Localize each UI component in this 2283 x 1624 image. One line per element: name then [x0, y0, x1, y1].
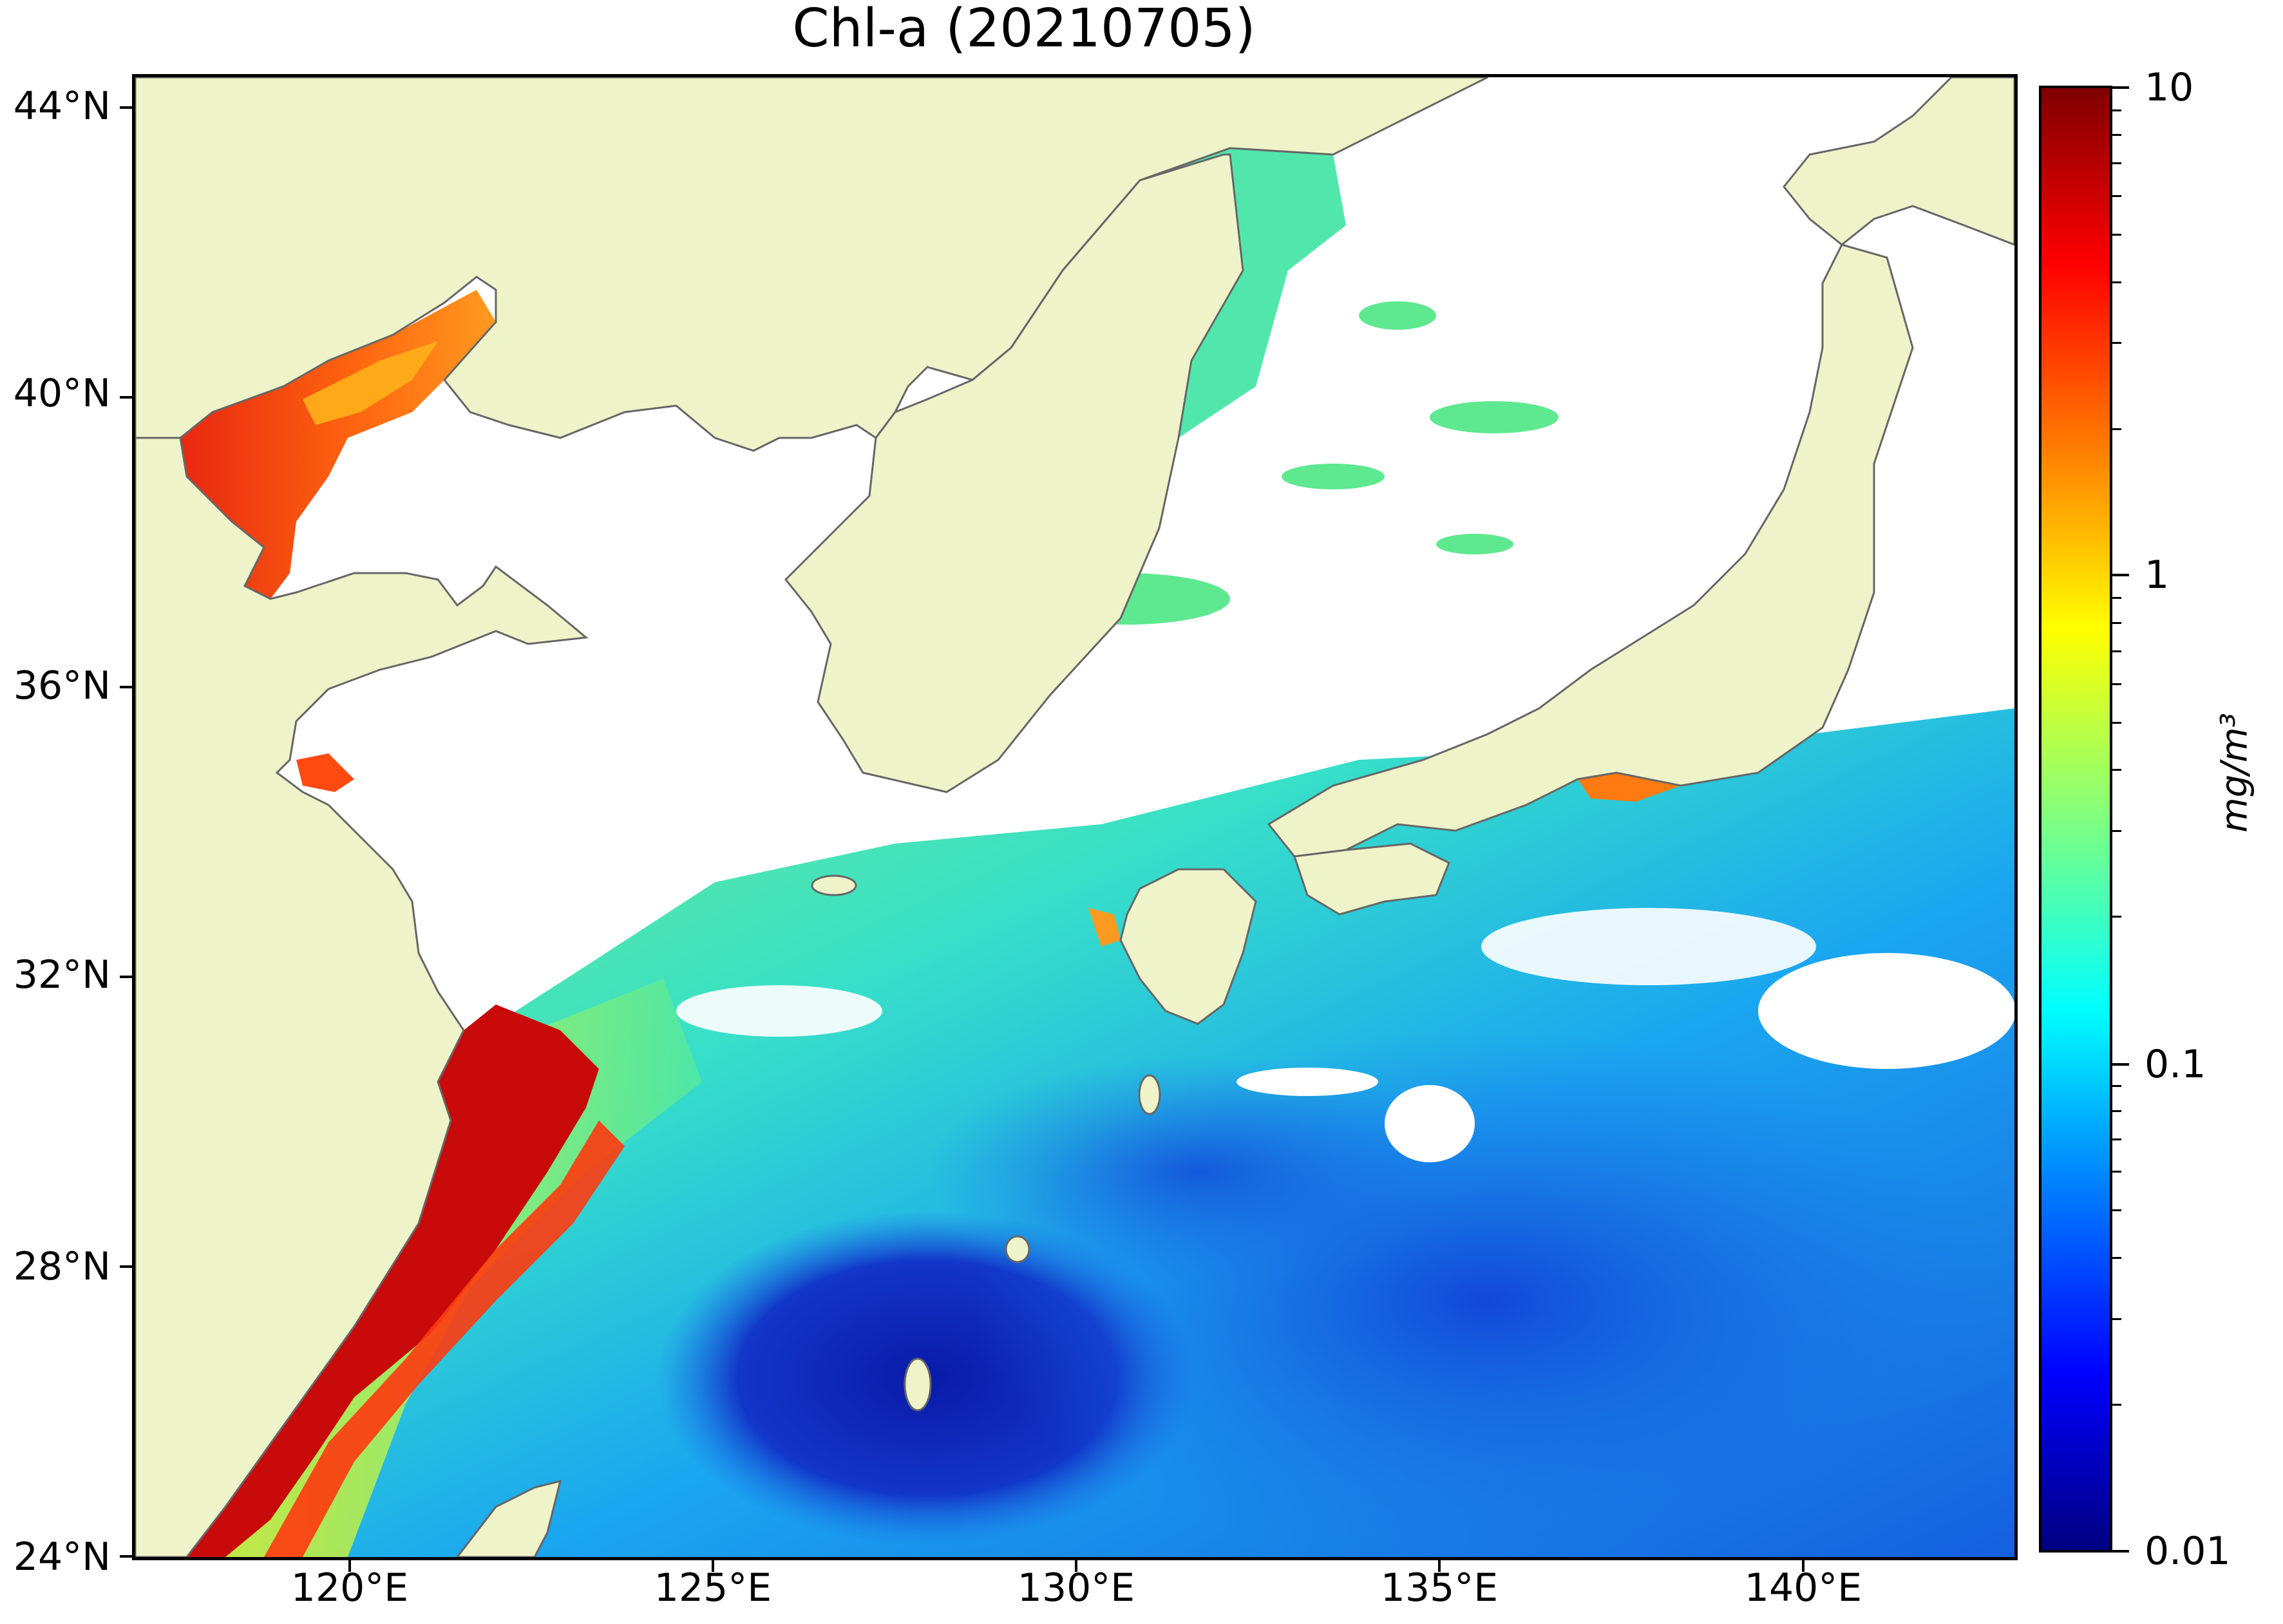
lon-label-125: 125°E — [654, 1565, 772, 1610]
colorbar-minor-tick — [2112, 1138, 2121, 1140]
colorbar-minor-tick — [2112, 829, 2121, 832]
land-korea — [784, 153, 1244, 793]
lat-tick-44 — [120, 106, 132, 109]
colorbar-minor-tick — [2112, 1109, 2121, 1112]
lat-tick-32 — [120, 976, 132, 978]
colorbar-minor-tick — [2112, 597, 2121, 600]
colorbar-minor-tick — [2112, 1403, 2121, 1406]
colorbar-unit-label: mg/m³ — [2213, 713, 2256, 833]
land-kyushu — [1119, 868, 1257, 1025]
lat-label-36: 36°N — [13, 663, 111, 708]
cloud-patch — [1236, 1068, 1378, 1096]
colorbar-minor-tick — [2112, 342, 2121, 345]
land-shikoku — [1293, 842, 1450, 916]
colorbar-tick-10 — [2112, 86, 2129, 89]
lon-label-140: 140°E — [1744, 1565, 1862, 1610]
colorbar-minor-tick — [2112, 650, 2121, 653]
colorbar-label-0.1: 0.1 — [2145, 1042, 2206, 1087]
lat-label-28: 28°N — [13, 1244, 111, 1289]
colorbar-minor-tick — [2112, 622, 2121, 625]
shandong-red-patch — [296, 753, 354, 792]
colorbar-minor-tick — [2112, 1256, 2121, 1259]
lat-label-32: 32°N — [13, 952, 111, 997]
colorbar-minor-tick — [2112, 234, 2121, 236]
colorbar-minor-tick — [2112, 1209, 2121, 1212]
lon-label-135: 135°E — [1380, 1565, 1499, 1610]
lon-label-120: 120°E — [290, 1565, 409, 1610]
lon-tick-120 — [348, 1560, 351, 1572]
chl-patch — [1436, 534, 1513, 554]
lat-label-44: 44°N — [13, 84, 111, 129]
lon-tick-140 — [1802, 1560, 1805, 1572]
colorbar-minor-tick — [2112, 428, 2121, 430]
colorbar-minor-tick — [2112, 109, 2121, 111]
lon-tick-135 — [1438, 1560, 1441, 1572]
land-layer — [135, 77, 2014, 1557]
cloud-patch — [1758, 953, 2014, 1069]
lat-tick-28 — [120, 1265, 132, 1268]
lat-label-24: 24°N — [13, 1534, 111, 1580]
colorbar-minor-tick — [2112, 162, 2121, 165]
lon-tick-125 — [712, 1560, 714, 1572]
lon-tick-130 — [1075, 1560, 1077, 1572]
colorbar-tick-1 — [2112, 574, 2129, 576]
colorbar-tick-0.1 — [2112, 1063, 2129, 1066]
cloud-patch — [1481, 908, 1816, 985]
map-title: Chl-a (20210705) — [792, 0, 1256, 59]
land-taiwan — [456, 1479, 562, 1557]
colorbar-minor-tick — [2112, 916, 2121, 918]
land-islet — [1138, 1074, 1161, 1115]
yangtze-high-chl — [187, 1005, 599, 1557]
colorbar-minor-tick — [2112, 769, 2121, 771]
land-jeju — [811, 874, 857, 896]
lat-label-40: 40°N — [13, 371, 111, 416]
coastal-red-band — [264, 1120, 625, 1557]
chl-patch — [1359, 301, 1436, 330]
chl-patch — [1282, 464, 1385, 489]
colorbar-minor-tick — [2112, 1171, 2121, 1173]
colorbar-minor-tick — [2112, 1317, 2121, 1320]
colorbar-minor-tick — [2112, 195, 2121, 198]
colorbar-label-1: 1 — [2145, 552, 2170, 598]
cloud-patch — [676, 985, 882, 1037]
chl-patch — [1430, 401, 1558, 433]
colorbar-minor-tick — [2112, 683, 2121, 685]
lon-label-130: 130°E — [1017, 1565, 1135, 1610]
japan-bay-red — [1578, 773, 1681, 802]
colorbar — [2039, 86, 2112, 1553]
colorbar-minor-tick — [2112, 721, 2121, 724]
lat-tick-24 — [120, 1555, 132, 1558]
colorbar-label-10: 10 — [2145, 65, 2194, 110]
kyushu-coast-red — [1088, 908, 1121, 947]
colorbar-label-0.01: 0.01 — [2145, 1529, 2231, 1574]
lat-tick-36 — [120, 686, 132, 688]
low-chl-mid — [927, 1056, 1468, 1288]
land-okinawa — [904, 1357, 932, 1412]
colorbar-minor-tick — [2112, 1085, 2121, 1087]
colorbar-minor-tick — [2112, 281, 2121, 283]
colorbar-minor-tick — [2112, 134, 2121, 137]
lat-tick-40 — [120, 396, 132, 399]
cloud-patch — [1385, 1085, 1475, 1162]
land-china-east — [135, 437, 589, 1557]
colorbar-tick-0.01 — [2112, 1550, 2129, 1553]
bohai-mid-chl — [303, 341, 438, 425]
land-amami — [1005, 1235, 1030, 1263]
chlorophyll-map — [132, 74, 2018, 1560]
